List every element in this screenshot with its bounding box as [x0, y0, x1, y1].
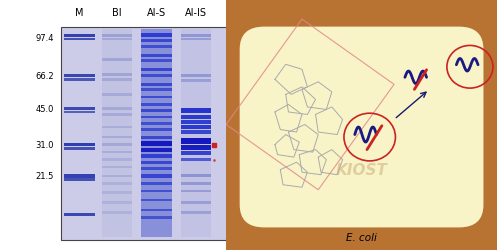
Bar	[101, 79, 132, 81]
Bar	[141, 216, 171, 219]
Bar	[141, 154, 171, 158]
Text: 97.4: 97.4	[35, 34, 54, 43]
Bar	[101, 114, 132, 116]
Bar	[101, 94, 132, 96]
Text: M: M	[75, 8, 83, 18]
Bar	[141, 148, 171, 152]
Bar	[141, 68, 171, 71]
Bar	[101, 175, 132, 178]
Text: 21.5: 21.5	[35, 172, 54, 181]
Bar	[181, 152, 211, 156]
Bar	[181, 116, 211, 119]
Bar	[141, 136, 171, 139]
Bar	[141, 96, 171, 99]
Bar	[141, 110, 171, 113]
Bar	[101, 30, 132, 238]
Bar	[181, 158, 211, 162]
Text: AI-S: AI-S	[147, 8, 166, 18]
Bar	[141, 122, 171, 125]
Bar	[141, 182, 171, 185]
Text: E. coli: E. coli	[346, 232, 377, 242]
Text: KIOST: KIOST	[335, 162, 388, 178]
Bar	[64, 213, 94, 216]
Bar	[141, 199, 171, 201]
Bar	[61, 28, 231, 240]
Bar	[141, 168, 171, 170]
Bar	[101, 159, 132, 161]
Bar	[181, 201, 211, 204]
Bar	[181, 145, 211, 150]
Text: 66.2: 66.2	[35, 72, 54, 81]
Bar	[141, 46, 171, 49]
Text: 31.0: 31.0	[35, 140, 54, 149]
Text: AI-IS: AI-IS	[185, 8, 207, 18]
Bar	[64, 111, 94, 114]
Bar	[101, 126, 132, 129]
Bar	[181, 211, 211, 214]
Bar	[141, 55, 171, 58]
Bar	[181, 39, 211, 41]
Bar	[141, 34, 171, 38]
Text: 45.0: 45.0	[35, 104, 54, 113]
Bar	[181, 175, 211, 178]
Bar	[141, 128, 171, 132]
Bar	[181, 131, 211, 134]
Text: BI: BI	[112, 8, 122, 18]
Bar	[141, 104, 171, 106]
Bar	[141, 161, 171, 164]
Bar	[141, 75, 171, 78]
Bar	[101, 151, 132, 154]
Bar	[141, 116, 171, 119]
Bar	[141, 89, 171, 91]
Bar	[101, 144, 132, 146]
Bar	[101, 191, 132, 194]
Bar	[181, 121, 211, 124]
Bar	[64, 39, 94, 41]
Bar	[64, 107, 94, 110]
Bar	[141, 190, 171, 192]
Bar	[101, 201, 132, 204]
Bar	[141, 60, 171, 62]
Bar	[181, 182, 211, 185]
Bar	[64, 148, 94, 150]
FancyBboxPatch shape	[204, 0, 497, 250]
Bar	[64, 74, 94, 78]
Bar	[101, 74, 132, 76]
Bar	[181, 80, 211, 82]
Bar	[64, 143, 94, 147]
Bar	[64, 179, 94, 181]
Bar	[64, 174, 94, 178]
Bar	[101, 34, 132, 38]
Bar	[101, 166, 132, 169]
Bar	[181, 190, 211, 192]
Bar	[141, 209, 171, 211]
Bar	[141, 174, 171, 178]
Bar	[101, 182, 132, 185]
Bar	[141, 141, 171, 146]
Bar	[101, 58, 132, 61]
Bar	[141, 84, 171, 86]
Bar	[101, 211, 132, 214]
Bar	[64, 34, 94, 38]
Bar	[141, 40, 171, 43]
Bar	[181, 34, 211, 38]
Bar	[101, 107, 132, 110]
FancyBboxPatch shape	[240, 28, 484, 228]
Bar	[181, 30, 211, 238]
Bar	[181, 126, 211, 130]
Bar	[101, 39, 132, 41]
Bar	[181, 75, 211, 78]
Bar	[141, 30, 171, 238]
Bar	[181, 138, 211, 144]
Bar	[64, 79, 94, 81]
Bar	[101, 136, 132, 139]
Bar	[181, 108, 211, 114]
